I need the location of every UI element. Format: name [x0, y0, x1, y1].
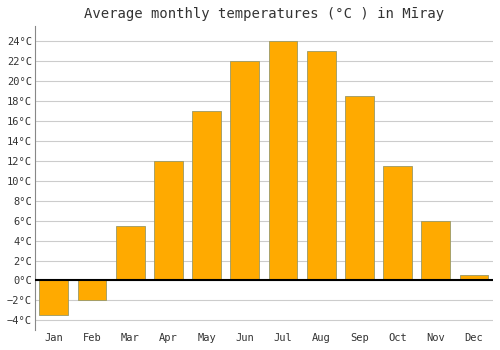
Bar — [78, 280, 106, 300]
Title: Average monthly temperatures (°C ) in Mīray: Average monthly temperatures (°C ) in Mī… — [84, 7, 444, 21]
Bar — [154, 161, 182, 280]
Bar — [345, 96, 374, 280]
Bar — [460, 275, 488, 280]
Bar — [307, 51, 336, 280]
Bar — [116, 226, 144, 280]
Bar — [192, 111, 221, 280]
Bar — [383, 166, 412, 280]
Bar — [230, 61, 259, 280]
Bar — [422, 220, 450, 280]
Bar — [40, 280, 68, 315]
Bar — [268, 41, 298, 280]
